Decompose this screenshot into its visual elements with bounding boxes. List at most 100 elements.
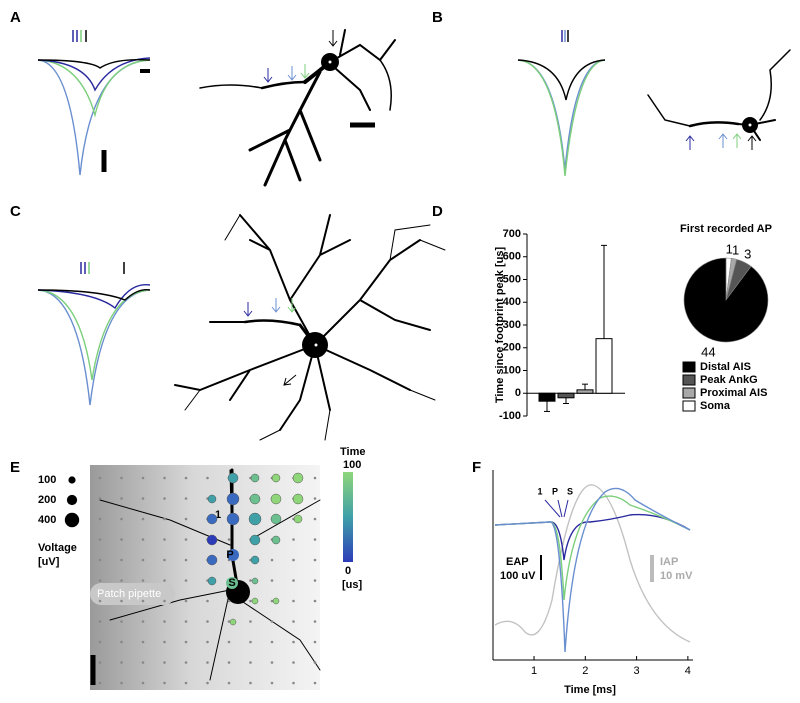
electrode — [163, 599, 166, 603]
electrode — [313, 558, 317, 562]
trace — [37, 284, 151, 310]
shape — [314, 343, 318, 347]
size-legend-dot — [64, 512, 80, 528]
y-tick-label: 0 — [515, 387, 521, 399]
legend-swatch — [682, 387, 696, 399]
pie-label: 1 — [732, 242, 739, 257]
electrode — [98, 640, 102, 644]
electrode — [184, 517, 188, 521]
y-tick-label: 700 — [503, 228, 521, 240]
colorbar-title: Time — [340, 446, 365, 458]
electrode — [120, 517, 123, 521]
image-panel: Patch pipette 1 Voltage [uV] Time 100 0 … — [38, 446, 365, 690]
electrode — [313, 538, 317, 541]
trace-group — [517, 30, 606, 177]
electrode — [163, 558, 166, 562]
electrode — [98, 558, 102, 562]
electrode — [163, 640, 166, 644]
electrode — [184, 640, 188, 644]
y-axis-label: Time since footprint peak [us] — [494, 247, 506, 404]
electrode — [313, 640, 317, 644]
legend-swatch — [682, 374, 696, 386]
electrode — [141, 681, 145, 685]
electrode — [227, 620, 231, 623]
electrode — [206, 620, 209, 623]
electrode-signal — [251, 597, 259, 605]
electrode-signal — [229, 618, 237, 626]
trace-group — [37, 262, 151, 406]
electrode — [184, 661, 188, 664]
marker — [72, 30, 78, 42]
electrode — [141, 476, 145, 480]
iap-scale: 10 mV — [660, 570, 693, 582]
neuron — [174, 214, 446, 441]
electrode — [227, 681, 231, 685]
panel-label: E — [10, 459, 20, 476]
pie-title: First recorded AP — [680, 223, 772, 235]
electrode — [141, 517, 145, 521]
electrode — [249, 599, 252, 603]
electrode — [163, 497, 166, 500]
electrode — [270, 661, 274, 664]
micrograph — [90, 465, 320, 690]
trace — [494, 487, 691, 653]
trace — [517, 59, 606, 101]
electrode-signal — [250, 555, 260, 565]
electrode-signal — [293, 514, 303, 524]
electrode — [141, 640, 145, 644]
electrode — [227, 538, 231, 541]
electrode — [313, 476, 317, 480]
marker — [80, 262, 86, 274]
electrode-signal — [206, 513, 218, 525]
electrode — [227, 661, 231, 664]
electrode — [141, 497, 145, 500]
y-tick-label: -100 — [499, 410, 521, 422]
panel-label: B — [432, 9, 443, 26]
electrode-signal — [206, 534, 218, 546]
colorbar-tick: 100 — [343, 459, 361, 471]
electrode — [120, 579, 123, 582]
electrode-signal — [249, 493, 261, 505]
shape — [379, 59, 392, 111]
shape — [271, 298, 281, 313]
shape — [184, 214, 446, 441]
shape — [174, 214, 431, 431]
electrode-signal — [250, 473, 260, 483]
annotation: P — [552, 486, 558, 496]
electrode — [184, 620, 188, 623]
shape — [243, 302, 253, 317]
shape — [287, 298, 297, 313]
electrode — [120, 681, 123, 685]
trace — [37, 289, 151, 301]
neuron — [199, 29, 396, 187]
electrode — [120, 620, 123, 623]
trace — [517, 59, 606, 177]
y-tick-label: 500 — [503, 273, 521, 285]
shape — [688, 121, 740, 128]
pie-label: 44 — [701, 345, 715, 360]
electrode-signal — [207, 576, 217, 586]
electrode — [163, 661, 166, 664]
electrode — [141, 620, 145, 623]
size-legend-dot — [68, 476, 76, 484]
electrode — [313, 681, 317, 685]
electrode — [292, 681, 295, 685]
pie-label: 1 — [726, 242, 733, 257]
electrode-signal — [292, 493, 304, 505]
eap-label: EAP — [506, 556, 529, 568]
y-tick-label: 600 — [503, 251, 521, 263]
size-legend-label: 400 — [38, 514, 56, 526]
panel-label: F — [472, 459, 481, 476]
electrode — [313, 599, 317, 603]
electrode — [98, 517, 102, 521]
shape — [647, 49, 791, 127]
electrode — [313, 579, 317, 582]
electrode — [270, 640, 274, 644]
bar — [557, 392, 575, 399]
iap-trace — [494, 484, 691, 643]
trace-group — [494, 484, 691, 653]
trace — [37, 59, 151, 176]
electrode — [270, 681, 274, 685]
electrode-signal — [207, 494, 217, 504]
